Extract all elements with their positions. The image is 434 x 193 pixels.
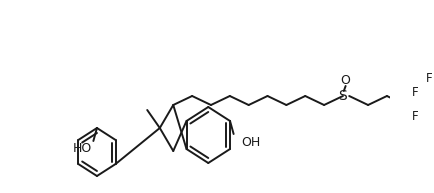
Text: OH: OH xyxy=(241,135,260,148)
Text: F: F xyxy=(426,71,432,85)
Text: F: F xyxy=(411,111,418,124)
Text: F: F xyxy=(411,86,418,100)
Text: S: S xyxy=(339,89,347,103)
Text: O: O xyxy=(341,74,351,87)
Text: HO: HO xyxy=(73,142,92,156)
